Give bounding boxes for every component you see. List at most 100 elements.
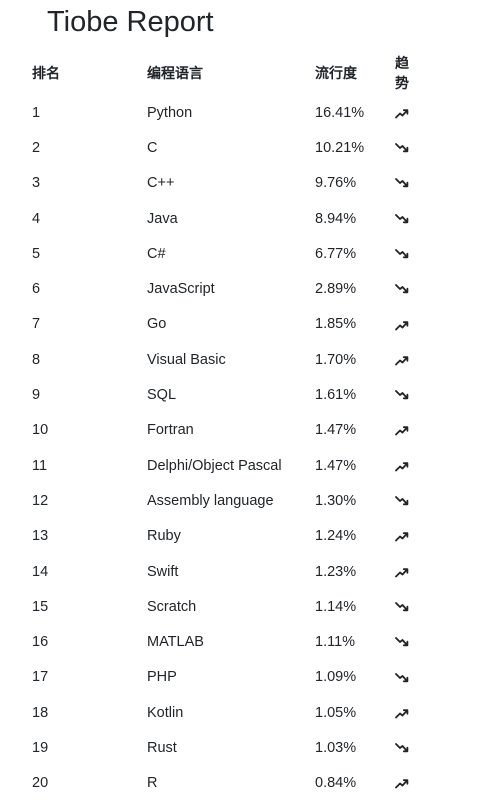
- language-cell: C: [147, 139, 158, 156]
- trend-down-icon: [395, 672, 409, 684]
- table-row: 4 Java 8.94%: [32, 201, 444, 236]
- language-cell: Java: [147, 210, 178, 227]
- header-trend: 趋 势: [395, 50, 444, 95]
- rank-cell: 4: [32, 210, 41, 227]
- trend-down-icon: [395, 177, 409, 189]
- header-trend-line2: 势: [395, 74, 409, 91]
- trend-cell: [395, 766, 444, 801]
- trend-up-icon: [395, 319, 409, 331]
- rank-cell: 19: [32, 739, 49, 756]
- rank-cell: 5: [32, 245, 41, 262]
- trend-down-icon: [395, 213, 409, 225]
- rank-cell: 12: [32, 492, 49, 509]
- rank-cell: 8: [32, 351, 41, 368]
- table-row: 12 Assembly language 1.30%: [32, 483, 444, 518]
- language-cell: Fortran: [147, 422, 194, 439]
- language-cell: C++: [147, 175, 175, 192]
- trend-cell: [395, 624, 444, 659]
- language-cell: Kotlin: [147, 704, 184, 721]
- language-cell: Python: [147, 104, 193, 121]
- trend-up-icon: [395, 530, 409, 542]
- trend-down-icon: [395, 636, 409, 648]
- popularity-cell: 8.94%: [315, 210, 357, 227]
- table-row: 18 Kotlin 1.05%: [32, 695, 444, 730]
- popularity-cell: 1.30%: [315, 492, 357, 509]
- trend-cell: [395, 130, 444, 165]
- table-row: 19 Rust 1.03%: [32, 730, 444, 765]
- language-cell: C#: [147, 245, 166, 262]
- trend-cell: [395, 660, 444, 695]
- tiobe-table: 排名 编程语言 流行度 趋 势 1 Python 16.41% 2 C 10.2…: [32, 50, 444, 801]
- trend-cell: [395, 377, 444, 412]
- popularity-cell: 1.14%: [315, 598, 357, 615]
- language-cell: Assembly language: [147, 492, 274, 509]
- language-cell: Scratch: [147, 598, 197, 615]
- table-row: 1 Python 16.41%: [32, 95, 444, 130]
- trend-cell: [395, 95, 444, 130]
- table-row: 2 C 10.21%: [32, 130, 444, 165]
- rank-cell: 2: [32, 139, 41, 156]
- rank-cell: 20: [32, 775, 49, 792]
- table-row: 20 R 0.84%: [32, 766, 444, 801]
- rank-cell: 11: [32, 457, 48, 474]
- rank-cell: 10: [32, 422, 49, 439]
- language-cell: PHP: [147, 669, 177, 686]
- popularity-cell: 1.70%: [315, 351, 357, 368]
- trend-up-icon: [395, 566, 409, 578]
- rank-cell: 3: [32, 175, 41, 192]
- rank-cell: 9: [32, 387, 41, 404]
- trend-cell: [395, 342, 444, 377]
- popularity-cell: 16.41%: [315, 104, 365, 121]
- trend-up-icon: [395, 777, 409, 789]
- trend-down-icon: [395, 601, 409, 613]
- rank-cell: 13: [32, 528, 49, 545]
- trend-cell: [395, 413, 444, 448]
- page-title: Tiobe Report: [47, 6, 214, 38]
- table-row: 10 Fortran 1.47%: [32, 413, 444, 448]
- trend-down-icon: [395, 283, 409, 295]
- popularity-cell: 1.47%: [315, 422, 357, 439]
- language-cell: SQL: [147, 387, 177, 404]
- popularity-cell: 1.24%: [315, 528, 357, 545]
- rank-cell: 7: [32, 316, 41, 333]
- table-body: 1 Python 16.41% 2 C 10.21% 3 C++ 9.76% 4…: [32, 95, 444, 801]
- language-cell: R: [147, 775, 158, 792]
- table-row: 7 Go 1.85%: [32, 307, 444, 342]
- language-cell: Go: [147, 316, 167, 333]
- trend-down-icon: [395, 742, 409, 754]
- trend-cell: [395, 236, 444, 271]
- rank-cell: 18: [32, 704, 49, 721]
- table-row: 17 PHP 1.09%: [32, 660, 444, 695]
- rank-cell: 6: [32, 281, 41, 298]
- trend-cell: [395, 519, 444, 554]
- popularity-cell: 1.11%: [315, 634, 356, 651]
- popularity-cell: 2.89%: [315, 281, 357, 298]
- trend-cell: [395, 201, 444, 236]
- table-row: 11 Delphi/Object Pascal 1.47%: [32, 448, 444, 483]
- table-row: 5 C# 6.77%: [32, 236, 444, 271]
- table-row: 14 Swift 1.23%: [32, 554, 444, 589]
- table-row: 13 Ruby 1.24%: [32, 519, 444, 554]
- trend-cell: [395, 307, 444, 342]
- language-cell: Ruby: [147, 528, 181, 545]
- popularity-cell: 9.76%: [315, 175, 357, 192]
- table-row: 15 Scratch 1.14%: [32, 589, 444, 624]
- rank-cell: 17: [32, 669, 49, 686]
- popularity-cell: 1.85%: [315, 316, 357, 333]
- trend-down-icon: [395, 142, 409, 154]
- rank-cell: 14: [32, 563, 49, 580]
- trend-cell: [395, 730, 444, 765]
- rank-cell: 1: [32, 104, 41, 121]
- popularity-cell: 0.84%: [315, 775, 357, 792]
- table-header: 排名 编程语言 流行度 趋 势: [32, 50, 444, 95]
- popularity-cell: 1.23%: [315, 563, 357, 580]
- table-row: 16 MATLAB 1.11%: [32, 624, 444, 659]
- popularity-cell: 1.03%: [315, 739, 357, 756]
- header-language: 编程语言: [147, 64, 203, 81]
- header-row: 排名 编程语言 流行度 趋 势: [32, 50, 444, 95]
- trend-cell: [395, 589, 444, 624]
- language-cell: MATLAB: [147, 634, 204, 651]
- trend-up-icon: [395, 424, 409, 436]
- trend-up-icon: [395, 354, 409, 366]
